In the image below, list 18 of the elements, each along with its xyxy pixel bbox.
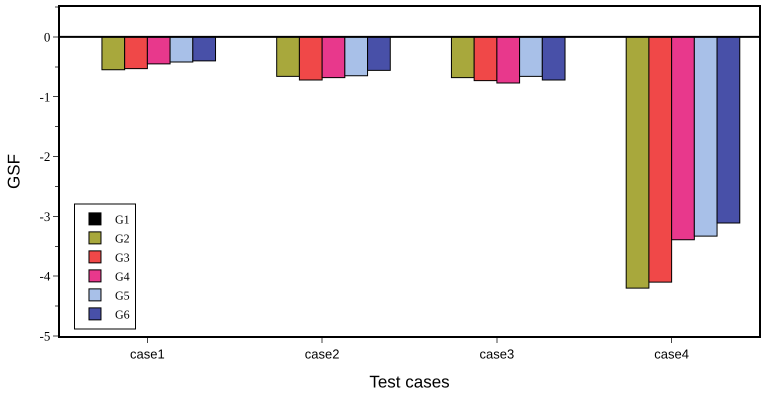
- y-tick-label: -3: [40, 208, 50, 224]
- y-tick-label: -1: [40, 89, 50, 104]
- legend-label: G5: [114, 288, 130, 303]
- y-tick-label: -4: [40, 268, 51, 284]
- y-axis-title: GSF: [4, 154, 24, 189]
- x-tick-label: case3: [480, 346, 514, 362]
- x-axis-title: Test cases: [369, 372, 450, 392]
- legend-label: G2: [114, 232, 130, 246]
- x-tick-label: case1: [130, 346, 165, 362]
- legend-label: G1: [114, 212, 130, 227]
- legend-label: G3: [114, 250, 130, 265]
- legend-label: G4: [114, 270, 130, 284]
- y-tick-label: -2: [40, 149, 50, 164]
- legend-label: G6: [114, 308, 130, 322]
- y-tick-label: -5: [40, 328, 50, 344]
- y-tick-label: 0: [44, 29, 50, 44]
- x-tick-label: case4: [654, 346, 689, 362]
- x-tick-label: case2: [304, 346, 340, 362]
